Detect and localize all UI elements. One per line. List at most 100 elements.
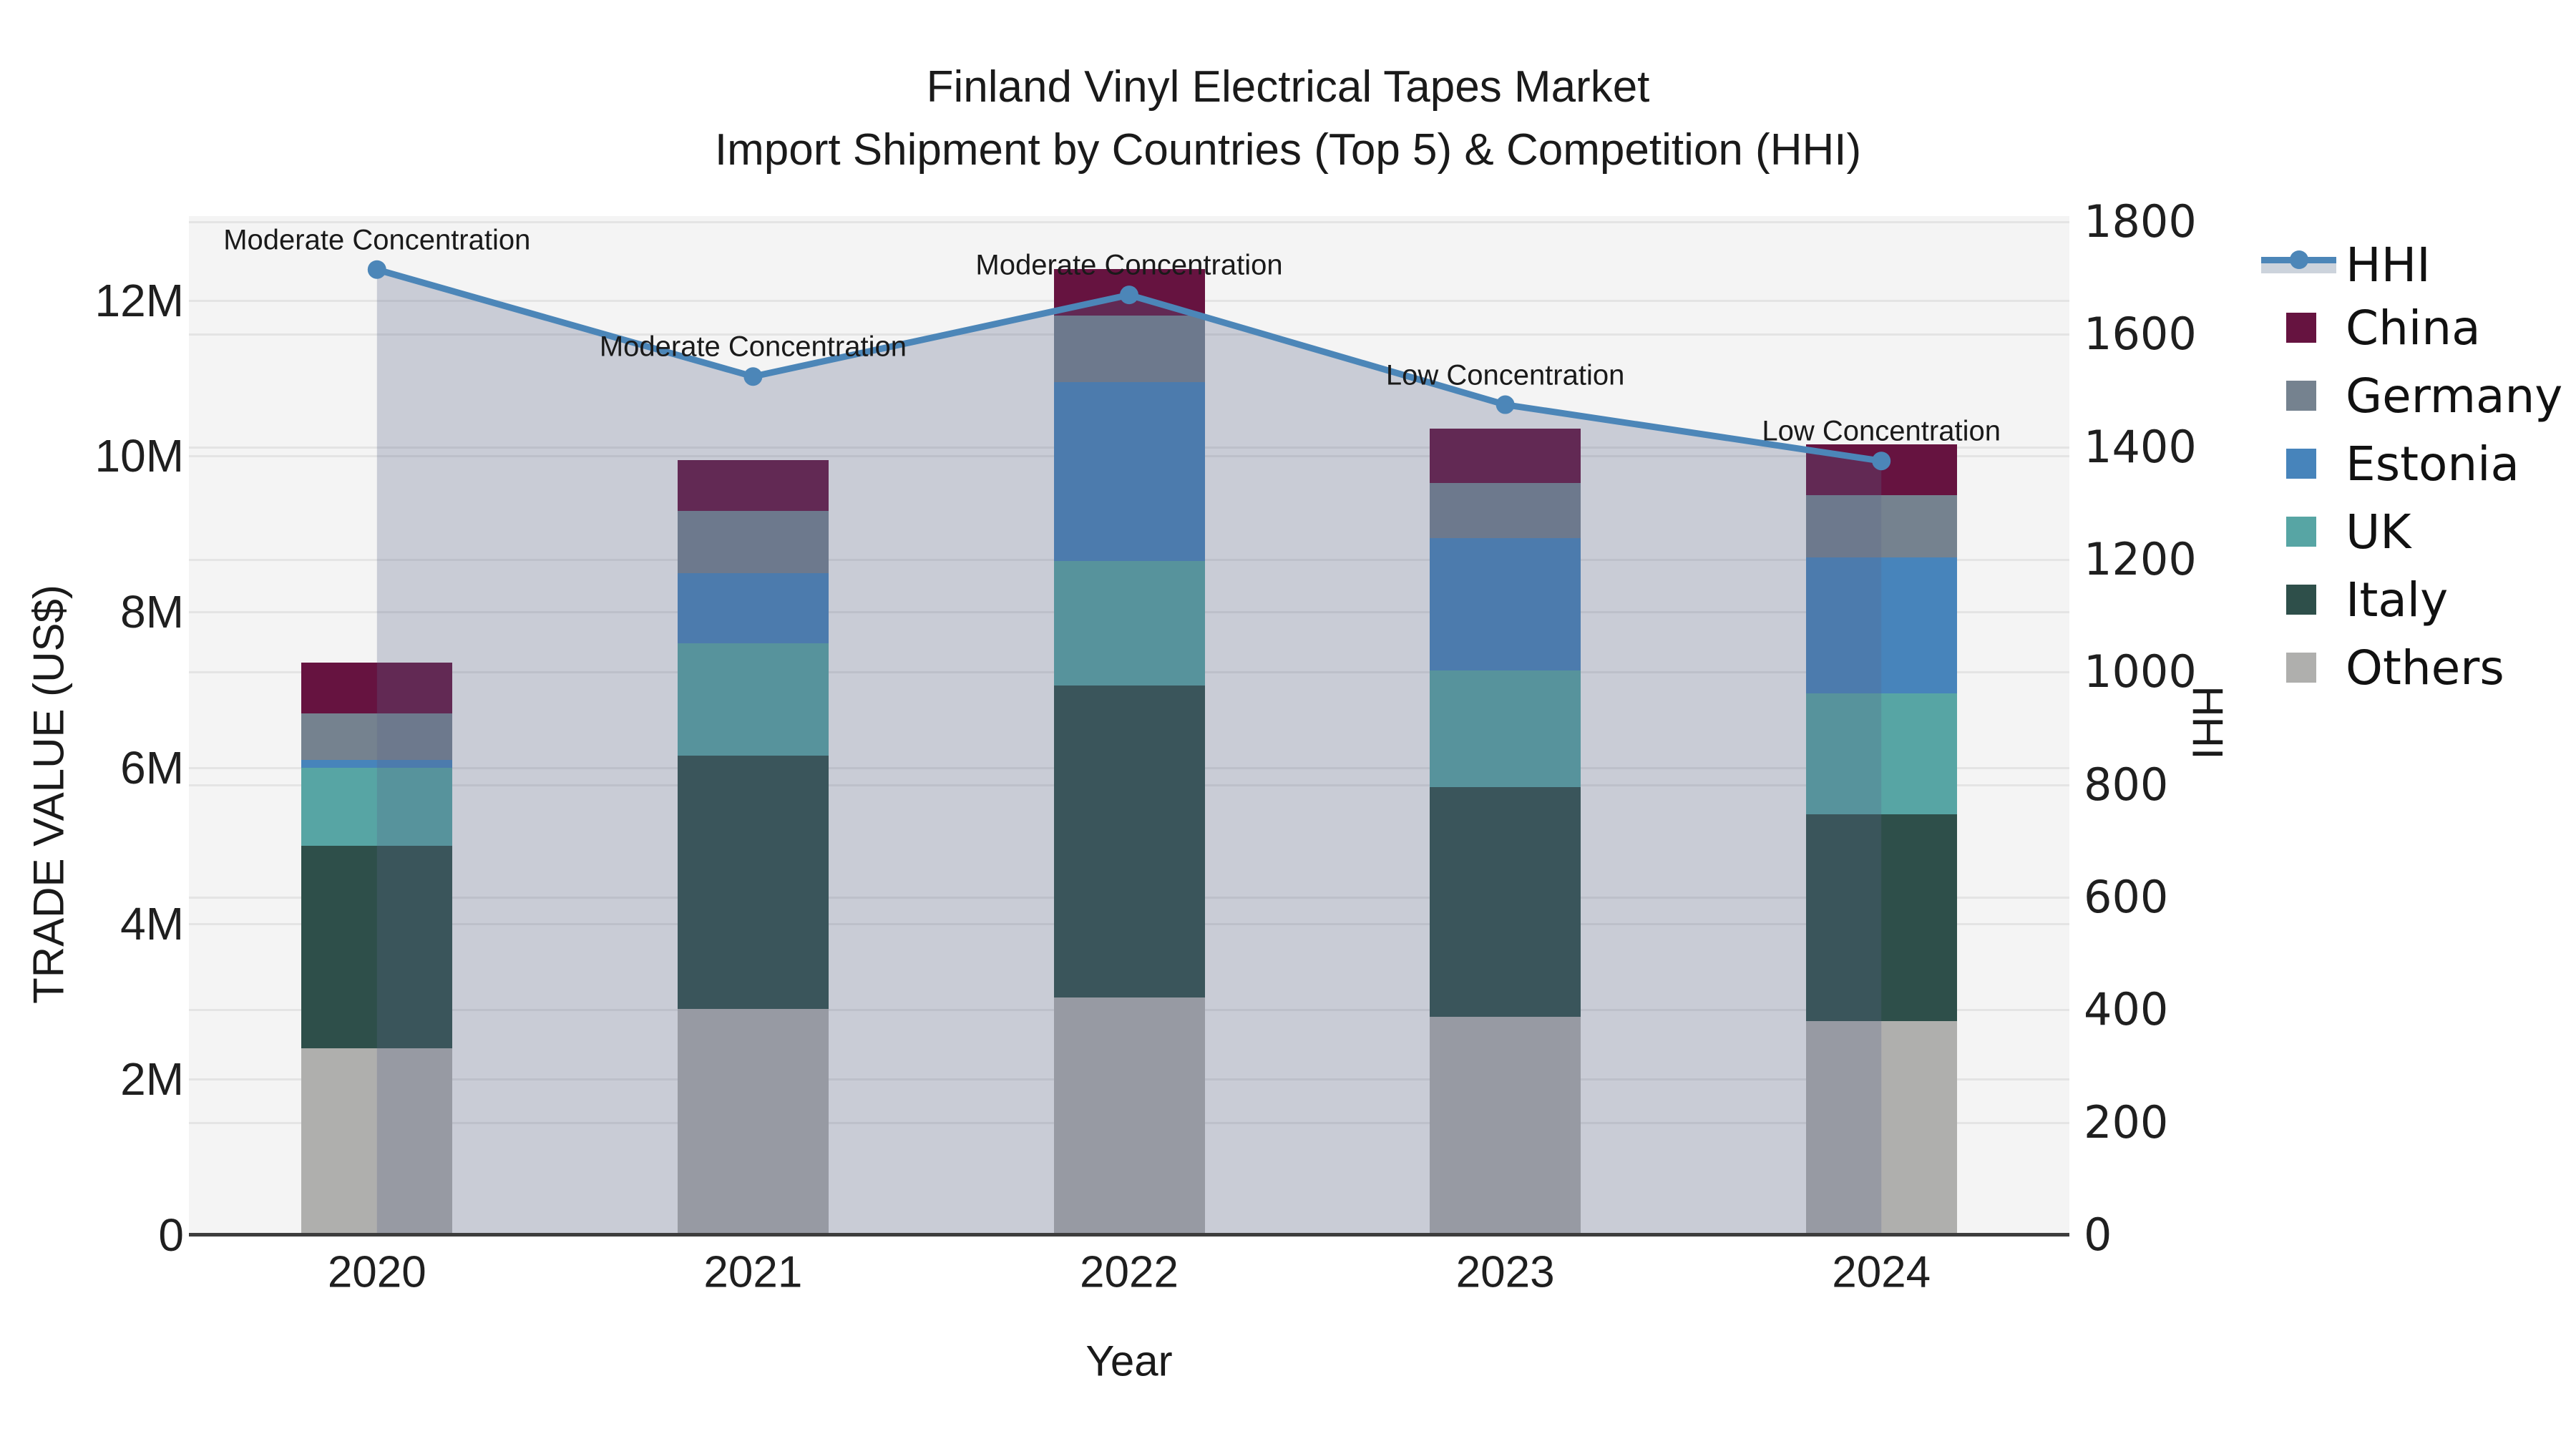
right-axis-title: HHI — [2183, 686, 2232, 760]
legend-item-others: Others — [2261, 640, 2504, 696]
hhi-line-layer — [367, 260, 1891, 1235]
right-tick-label: 1000 — [2084, 645, 2197, 698]
legend-swatch — [2261, 506, 2346, 557]
legend-label: Estonia — [2346, 436, 2519, 492]
bar-segment-others-2022 — [1053, 997, 1205, 1235]
right-tick-label: 0 — [2084, 1209, 2112, 1261]
bar-segment-uk-2023 — [1430, 670, 1581, 787]
annotation-label-2021: Moderate Concentration — [599, 331, 907, 363]
annotation-label-2020: Moderate Concentration — [223, 224, 531, 256]
bar-segment-germany-2023 — [1430, 483, 1581, 538]
hhi-marker-2023 — [1496, 395, 1515, 414]
bar-segment-estonia-2022 — [1053, 381, 1205, 562]
legend-label: Germany — [2346, 368, 2563, 424]
x-tick-label-2022: 2022 — [1080, 1247, 1179, 1297]
bar-segment-others-2023 — [1430, 1017, 1581, 1235]
bar-segment-uk-2020 — [301, 767, 453, 846]
legend-label: Others — [2346, 640, 2504, 696]
legend-swatch — [2261, 438, 2346, 489]
plot-area: Moderate Concentration Moderate Concentra… — [189, 216, 2069, 1237]
legend-color-swatch — [2286, 653, 2316, 683]
right-tick-label: 1600 — [2084, 308, 2197, 361]
right-tick-label: 1800 — [2084, 195, 2197, 248]
legend-item-germany: Germany — [2261, 368, 2563, 424]
bar-segment-uk-2022 — [1053, 561, 1205, 686]
bar-segment-germany-2020 — [301, 713, 453, 760]
right-tick-label: 800 — [2084, 758, 2169, 811]
left-tick-label: 6M — [120, 741, 184, 794]
legend-label: HHI — [2346, 237, 2431, 293]
bar-segment-others-2021 — [677, 1009, 829, 1235]
right-tick-label: 400 — [2084, 983, 2169, 1036]
left-tick-label: 10M — [94, 430, 185, 482]
legend-swatch — [2261, 370, 2346, 421]
bar-segment-china-2020 — [301, 662, 453, 713]
x-tick-label-2023: 2023 — [1455, 1247, 1555, 1297]
left-tick-label: 12M — [94, 274, 185, 326]
bar-segment-germany-2022 — [1053, 316, 1205, 382]
annotation-label-2022: Moderate Concentration — [975, 249, 1283, 281]
bar-segment-italy-2021 — [677, 756, 829, 1010]
legend-label: UK — [2346, 504, 2411, 560]
bar-segment-estonia-2020 — [301, 759, 453, 768]
legend-item-uk: UK — [2261, 504, 2411, 560]
legend-swatch — [2261, 302, 2346, 353]
x-axis-line — [189, 1233, 2069, 1236]
legend-color-swatch — [2286, 585, 2316, 615]
annotation-label-2023: Low Concentration — [1385, 359, 1625, 391]
bar-segment-italy-2024 — [1805, 814, 1957, 1021]
bar-segment-germany-2024 — [1805, 494, 1957, 557]
right-tick-label: 200 — [2084, 1096, 2169, 1148]
legend-color-swatch — [2286, 313, 2316, 343]
legend-swatch — [2261, 574, 2346, 625]
hhi-marker-2024 — [1872, 452, 1891, 471]
x-axis-title: Year — [1085, 1337, 1173, 1385]
bar-segment-estonia-2021 — [677, 572, 829, 643]
left-tick-label: 8M — [120, 586, 184, 638]
left-axis-title: TRADE VALUE (US$) — [24, 585, 73, 1004]
legend-item-china: China — [2261, 300, 2481, 356]
right-tick-label: 1400 — [2084, 420, 2197, 473]
hhi-marker-2021 — [743, 367, 763, 386]
legend-label: China — [2346, 300, 2481, 356]
legend-line-swatch — [2261, 239, 2346, 291]
x-tick-label-2024: 2024 — [1832, 1247, 1931, 1297]
left-tick-label: 4M — [120, 897, 184, 950]
left-tick-label: 2M — [120, 1053, 184, 1106]
legend-item-estonia: Estonia — [2261, 436, 2519, 492]
bar-segment-italy-2022 — [1053, 686, 1205, 997]
bar-segment-estonia-2023 — [1430, 537, 1581, 670]
bar-segment-italy-2020 — [301, 845, 453, 1048]
chart-title-line1: Finland Vinyl Electrical Tapes Market — [926, 62, 1650, 112]
legend-marker-icon — [2290, 250, 2308, 269]
legend-color-swatch — [2286, 517, 2316, 547]
bar-segment-others-2020 — [301, 1048, 453, 1235]
x-tick-label-2020: 2020 — [327, 1247, 426, 1297]
bar-segment-italy-2023 — [1430, 787, 1581, 1018]
bar-segment-uk-2021 — [677, 643, 829, 756]
chart-title: Finland Vinyl Electrical Tapes Market Im… — [0, 56, 2576, 182]
x-tick-label-2021: 2021 — [703, 1247, 803, 1297]
bar-segment-china-2021 — [677, 459, 829, 511]
gridline — [189, 220, 2069, 223]
bar-segment-china-2023 — [1430, 429, 1581, 484]
hhi-marker-2022 — [1120, 286, 1138, 305]
legend-color-swatch — [2286, 449, 2316, 479]
right-tick-label: 1200 — [2084, 532, 2197, 585]
legend-swatch — [2261, 642, 2346, 693]
legend-label: Italy — [2346, 572, 2449, 628]
bar-segment-estonia-2024 — [1805, 557, 1957, 694]
annotation-label-2024: Low Concentration — [1762, 415, 2001, 447]
chart-title-line2: Import Shipment by Countries (Top 5) & C… — [714, 125, 1862, 175]
bar-segment-others-2024 — [1805, 1020, 1957, 1235]
right-tick-label: 600 — [2084, 870, 2169, 923]
hhi-area-fill — [376, 269, 1882, 1235]
bar-segment-germany-2021 — [677, 510, 829, 573]
hhi-marker-2020 — [367, 260, 386, 279]
legend-color-swatch — [2286, 381, 2316, 411]
legend-item-italy: Italy — [2261, 572, 2449, 628]
legend-item-hhi: HHI — [2261, 237, 2431, 293]
left-tick-label: 0 — [158, 1209, 184, 1261]
bar-segment-uk-2024 — [1805, 693, 1957, 815]
